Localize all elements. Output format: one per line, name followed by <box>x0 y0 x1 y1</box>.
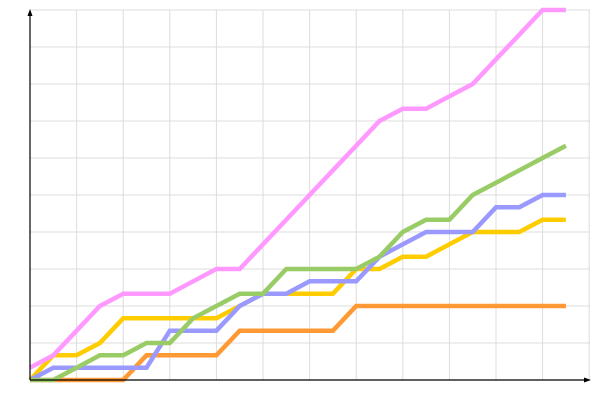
series-line-3 <box>28 192 566 382</box>
series-line-2 <box>28 217 566 382</box>
x-axis-arrow-icon <box>584 377 591 383</box>
y-axis-arrow-icon <box>27 9 33 16</box>
series-group <box>28 7 567 383</box>
series-line-4 <box>30 143 567 383</box>
axes <box>27 9 591 383</box>
series-line-5 <box>28 7 566 370</box>
